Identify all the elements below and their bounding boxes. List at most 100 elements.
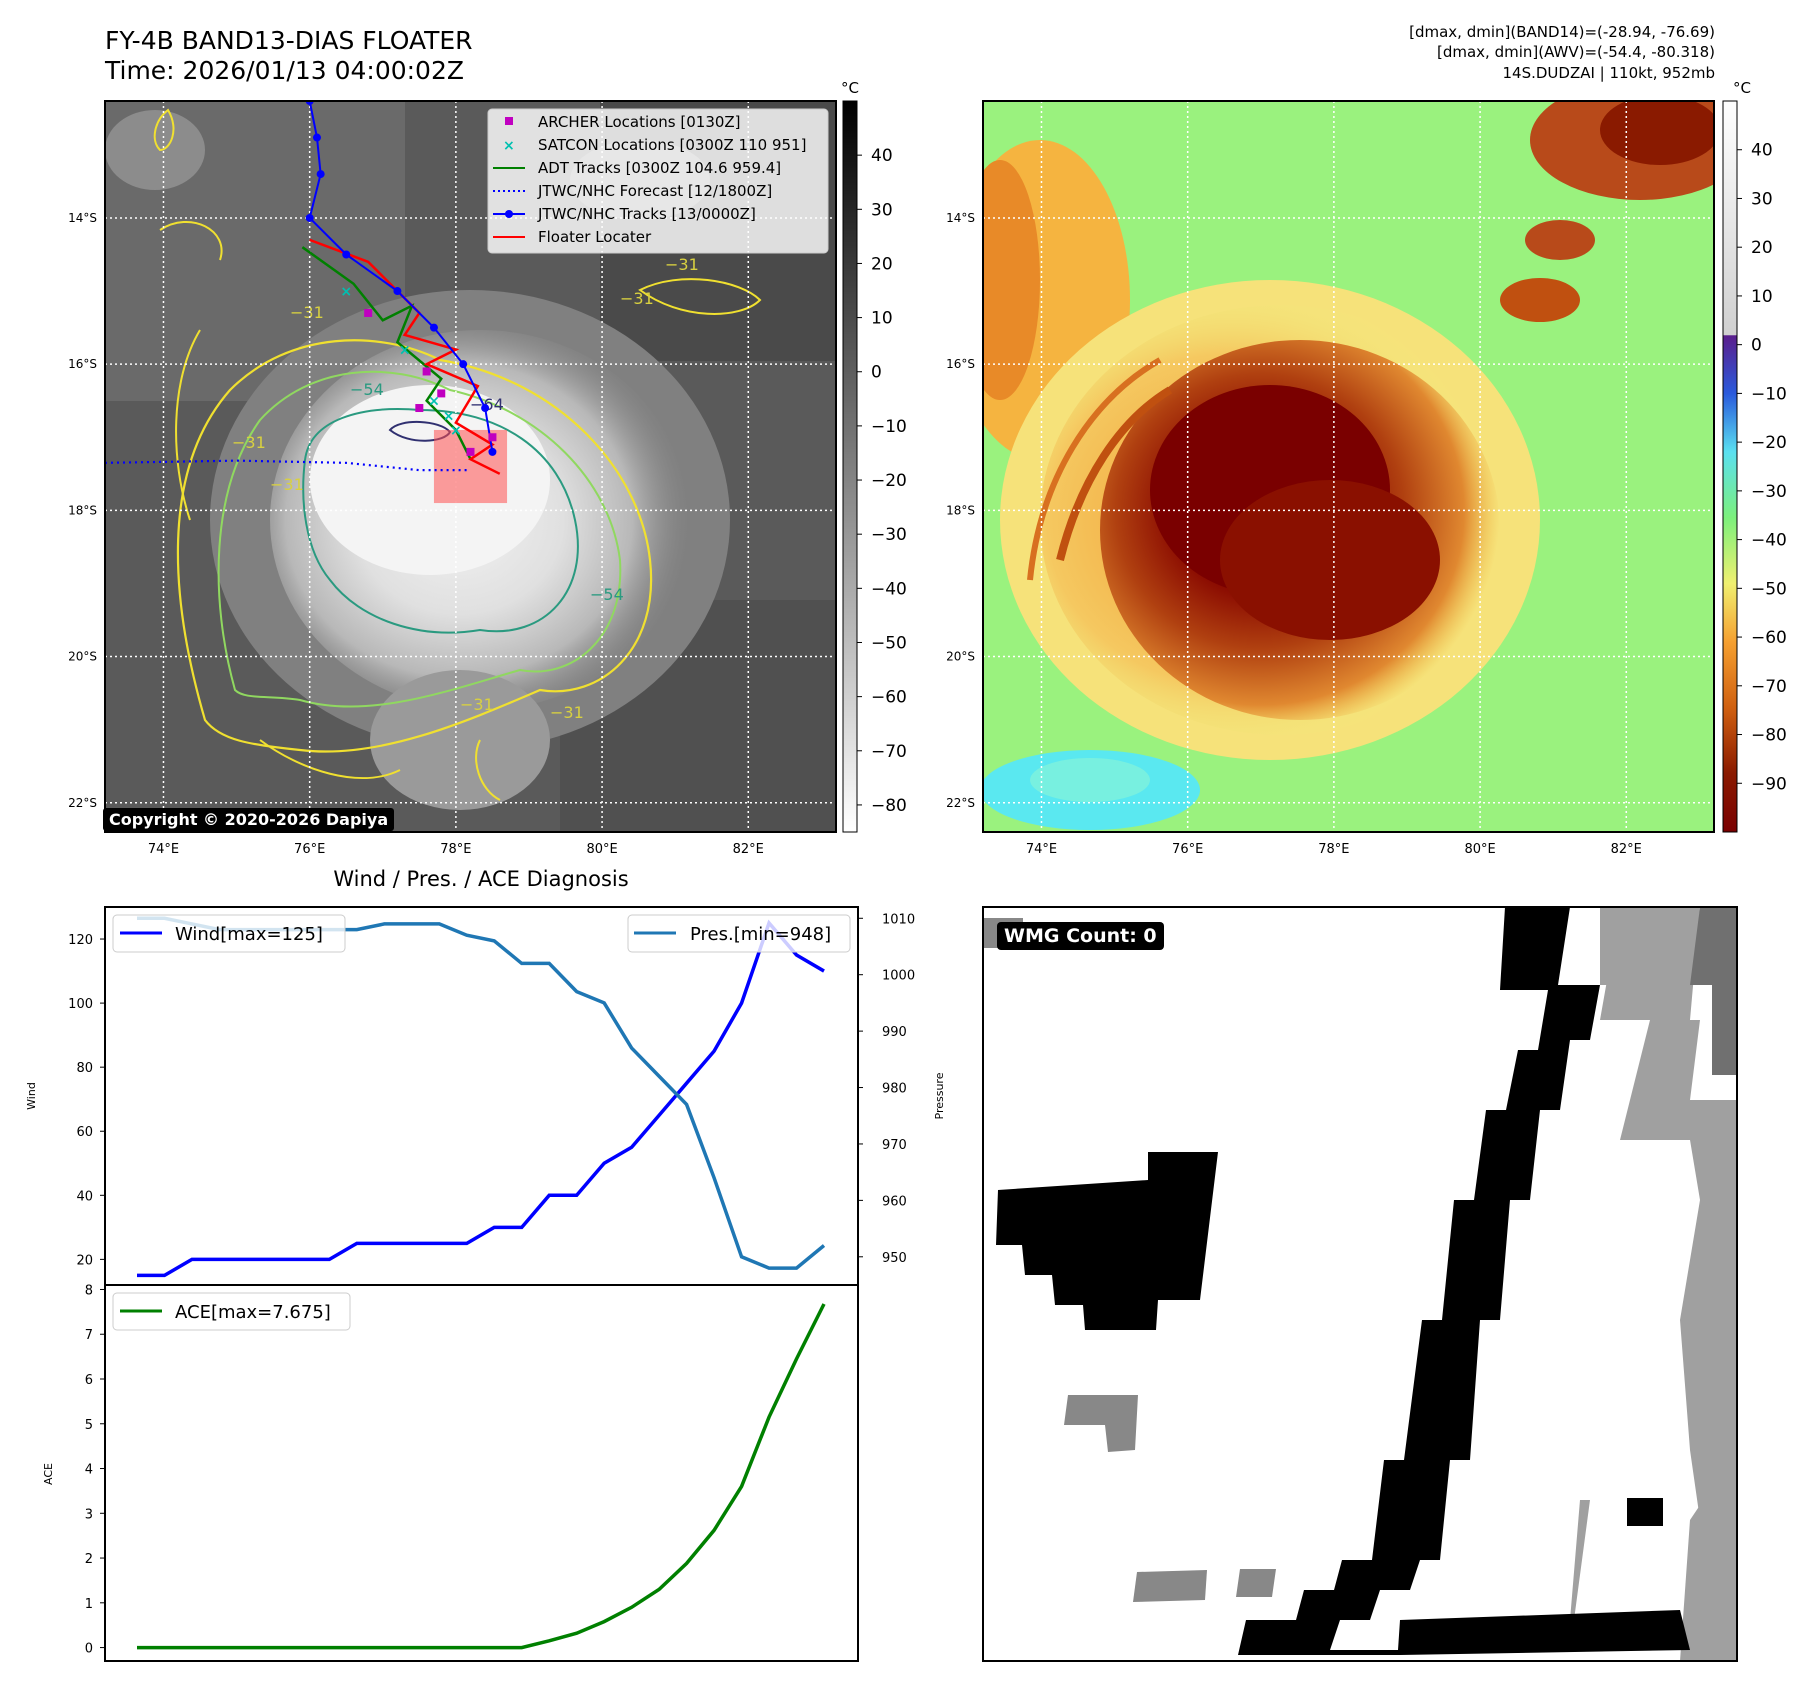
y-tick-label: 22°S	[946, 796, 975, 810]
satcon-point: ×	[428, 394, 440, 410]
x-tick-label: 74°E	[1026, 842, 1057, 857]
colorbar-tick-label: −50	[1751, 579, 1787, 599]
ace-frame	[104, 1284, 859, 1662]
legend-entry: JTWC/NHC Tracks [13/0000Z]	[537, 205, 756, 223]
wind-pressure-axes: 20 40 60 80 100 120 950 960 970 980 990 1000 1010	[68, 912, 915, 1268]
colorbar-tick-label: 0	[1751, 336, 1762, 356]
ace-tick-label: 4	[85, 1463, 93, 1478]
wmg-imagery	[983, 907, 1737, 1661]
colorbar-tick-label: −30	[1751, 482, 1787, 502]
jtwc-forecast-line	[105, 459, 471, 472]
wind-pressure-panel: Wind / Pres. / ACE Diagnosis 20 40 60 80 100…	[25, 867, 946, 1286]
colorbar-tick-label: −50	[871, 633, 907, 653]
y-tick-label: 18°S	[68, 503, 97, 517]
colorbar-tick-label: 10	[871, 309, 893, 329]
contour-label: −54	[590, 585, 624, 604]
jtwc-track-point	[342, 250, 351, 259]
colorbar-tick-label: −20	[871, 471, 907, 491]
x-tick-label: 82°E	[1611, 842, 1642, 857]
jtwc-track-point	[429, 323, 438, 332]
ir-map-legend: ARCHER Locations [0130Z] × SATCON Locati…	[487, 108, 829, 254]
jtwc-track-point	[316, 170, 325, 179]
satcon-point: ×	[399, 343, 411, 359]
contour-label: −54	[350, 380, 384, 399]
ace-tick-label: 8	[85, 1283, 93, 1298]
ace-tick-label: 1	[85, 1597, 93, 1612]
y-tick-label: 16°S	[946, 357, 975, 371]
colorbar-tick-label: 40	[871, 146, 893, 166]
ir-map-frame	[104, 100, 837, 833]
ace-tick-label: 3	[85, 1507, 93, 1522]
ir-map-contours	[153, 108, 762, 801]
y-tick-label: 14°S	[68, 211, 97, 225]
legend-entry: ADT Tracks [0300Z 104.6 959.4]	[538, 159, 781, 177]
jtwc-track-point	[393, 287, 402, 296]
colorbar-tick-label: 20	[1751, 238, 1773, 258]
contour-label: −31	[665, 255, 699, 274]
ace-tick-label: 6	[85, 1373, 93, 1388]
color-map-imagery	[983, 101, 1714, 832]
archer-point	[422, 367, 431, 376]
x-tick-label: 74°E	[148, 842, 179, 857]
color-map-gridlines	[983, 101, 1714, 832]
wind-tick-label: 120	[68, 933, 93, 948]
jtwc-track-point	[481, 404, 490, 413]
pressure-legend: Pres.[min=948]	[627, 914, 851, 953]
satcon-point: ×	[340, 284, 352, 300]
colorbar-tick-label: −80	[1751, 726, 1787, 746]
ace-series-line	[137, 1303, 826, 1650]
jtwc-track-point	[305, 213, 314, 222]
legend-entry: ARCHER Locations [0130Z]	[538, 113, 741, 131]
colorbar-tick-label: −20	[1751, 433, 1787, 453]
ace-axes: 0 1 2 3 4 5 6 7 8	[85, 1283, 105, 1657]
y-tick-label: 20°S	[946, 650, 975, 664]
jtwc-track-line	[308, 101, 494, 453]
colorbar-tick-label: −40	[1751, 531, 1787, 551]
contour-label: −31	[232, 433, 266, 452]
pressure-tick-label: 980	[882, 1082, 907, 1097]
colorbar-unit: °C	[1733, 79, 1751, 97]
colorbar-tick-label: −70	[871, 742, 907, 762]
archer-point	[415, 404, 424, 413]
floater-box	[433, 429, 508, 504]
contour-label: −31	[460, 695, 494, 714]
archer-point	[488, 433, 497, 442]
ace-tick-label: 2	[85, 1552, 93, 1567]
wind-tick-label: 100	[68, 997, 93, 1012]
x-tick-label: 78°E	[1318, 842, 1349, 857]
color-map-frame	[982, 100, 1715, 833]
pressure-axis-label: Pressure	[933, 1072, 946, 1119]
y-tick-label: 22°S	[68, 796, 97, 810]
wmg-frame	[982, 906, 1738, 1662]
colorbar-unit: °C	[841, 79, 859, 97]
colorbar-tick-label: −70	[1751, 677, 1787, 697]
contour-label: −31	[270, 475, 304, 494]
ir-map-colorbar: °C 40 30 20 10 0 −10 −20 −30 −40 −50 −60 −70 −80	[841, 79, 907, 833]
x-marker-icon: ×	[503, 138, 515, 154]
colorbar-tick-label: −80	[871, 796, 907, 816]
figure-title-line2: Time: 2026/01/13 04:00:02Z	[105, 56, 464, 85]
colorbar-tick-label: 30	[871, 200, 893, 220]
pressure-tick-label: 990	[882, 1025, 907, 1040]
jtwc-track-point	[312, 133, 321, 142]
archer-point	[364, 308, 373, 317]
ace-tick-label: 7	[85, 1328, 93, 1343]
x-tick-label: 80°E	[586, 842, 617, 857]
wind-pressure-lines	[137, 916, 826, 1278]
pressure-series-line	[137, 916, 826, 1270]
wmg-count-badge: WMG Count: 0	[997, 922, 1164, 950]
legend-entry: SATCON Locations [0300Z 110 951]	[538, 136, 806, 154]
colorbar-tick-label: −60	[1751, 628, 1787, 648]
pressure-tick-label: 1010	[882, 912, 915, 927]
y-tick-label: 14°S	[946, 211, 975, 225]
ir-map-axis-ticks: 74°E 76°E 78°E 80°E 82°E 14°S 16°S 18°S 20°S 22°S	[68, 211, 764, 857]
colorbar-tick-label: −10	[871, 417, 907, 437]
contour-54	[302, 408, 579, 634]
y-tick-label: 20°S	[68, 650, 97, 664]
legend-entry: Floater Locater	[538, 228, 652, 246]
meta-line3: 14S.DUDZAI | 110kt, 952mb	[1502, 64, 1715, 82]
y-tick-label: 18°S	[946, 503, 975, 517]
ace-lines	[137, 1303, 826, 1650]
ir-map-contour-labels: −31 −31 −31 −31 −31 −31 −54 −54 −64 −31	[232, 255, 699, 722]
